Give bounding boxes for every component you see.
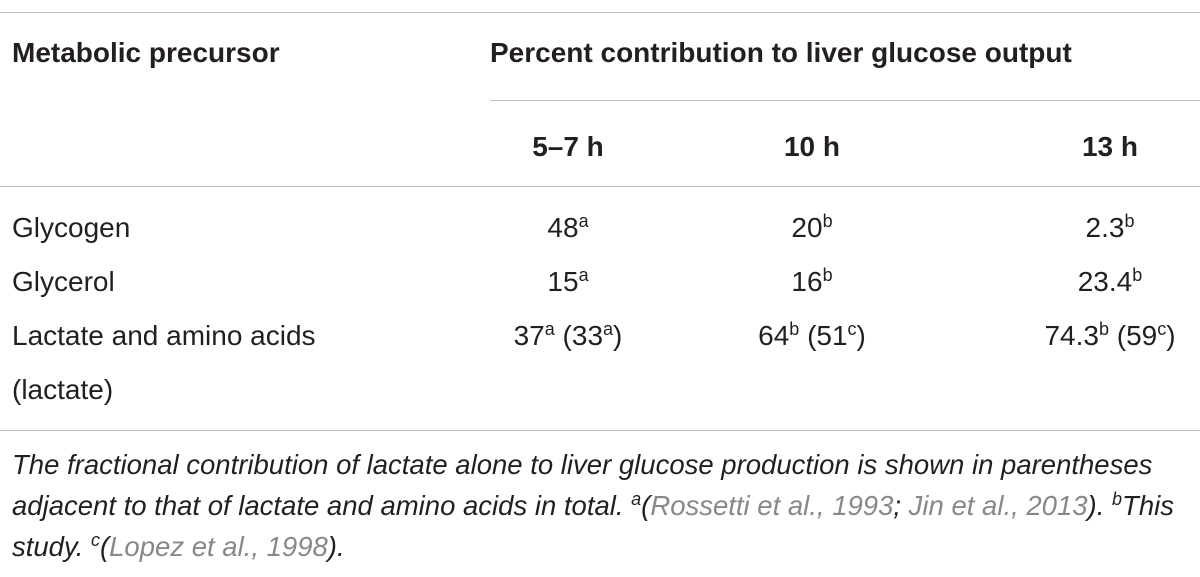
text: 48 [547,212,579,243]
superscript: a [578,211,589,231]
text: ( [641,490,651,521]
text: The fractional contribution of lactate a… [12,449,1153,521]
superscript: b [1124,211,1135,231]
column-header: 13 h [1081,131,1139,162]
text: 20 [791,212,823,243]
text: ). [1087,490,1112,521]
column-header: 10 h [783,131,841,162]
text: 15 [547,266,579,297]
text: ; [893,490,909,521]
text: This study. [12,490,1174,562]
row-label: Glycerol [12,266,115,297]
text: ) [856,320,866,351]
superscript: a [544,319,555,339]
text: 16 [791,266,823,297]
top-rule [0,12,1200,13]
superscript: a [631,489,642,509]
cell: 23.4b [1010,265,1200,299]
footnote: The fractional contribution of lactate a… [12,444,1192,567]
cell: 48a [448,211,688,245]
cell: 15a [448,265,688,299]
superscript: b [822,265,833,285]
text: (59 [1108,320,1158,351]
superscript: b [1112,489,1123,509]
citation[interactable]: Lopez et al., 1998 [109,531,328,562]
superscript: b [822,211,833,231]
cell: 2.3b [1010,211,1200,245]
superscript: b [1132,265,1143,285]
superscript: a [578,265,589,285]
text: 37 [513,320,545,351]
text: (33 [554,320,604,351]
row-label: Lactate and amino acids (lactate) [12,320,316,405]
text: 23.4 [1077,266,1133,297]
cell: 16b [692,265,932,299]
cell: 74.3b (59c) [1010,319,1200,353]
text: ) [613,320,623,351]
superscript: b [1098,319,1109,339]
bottom-rule [0,430,1200,431]
text: ) [1166,320,1176,351]
text: 74.3 [1044,320,1099,351]
text: ( [99,531,110,562]
header-rule [0,186,1200,187]
cell: 37a (33a) [448,319,688,353]
superscript: b [789,319,800,339]
citation[interactable]: Rossetti et al., 1993 [650,490,894,521]
text: 64 [758,320,790,351]
text: 2.3 [1085,212,1125,243]
superscript: c [847,319,857,339]
header-group: Percent contribution to liver glucose ou… [490,37,1072,68]
header-precursor: Metabolic precursor [12,37,280,68]
group-rule [490,100,1200,101]
column-header: 5–7 h [532,131,604,162]
text: (51 [799,320,848,351]
cell: 64b (51c) [692,319,932,353]
text: ). [327,531,345,562]
superscript: a [603,319,614,339]
superscript: c [1157,319,1167,339]
superscript: c [90,530,100,550]
cell: 20b [692,211,932,245]
row-label: Glycogen [12,212,131,243]
citation[interactable]: Jin et al., 2013 [908,490,1088,521]
